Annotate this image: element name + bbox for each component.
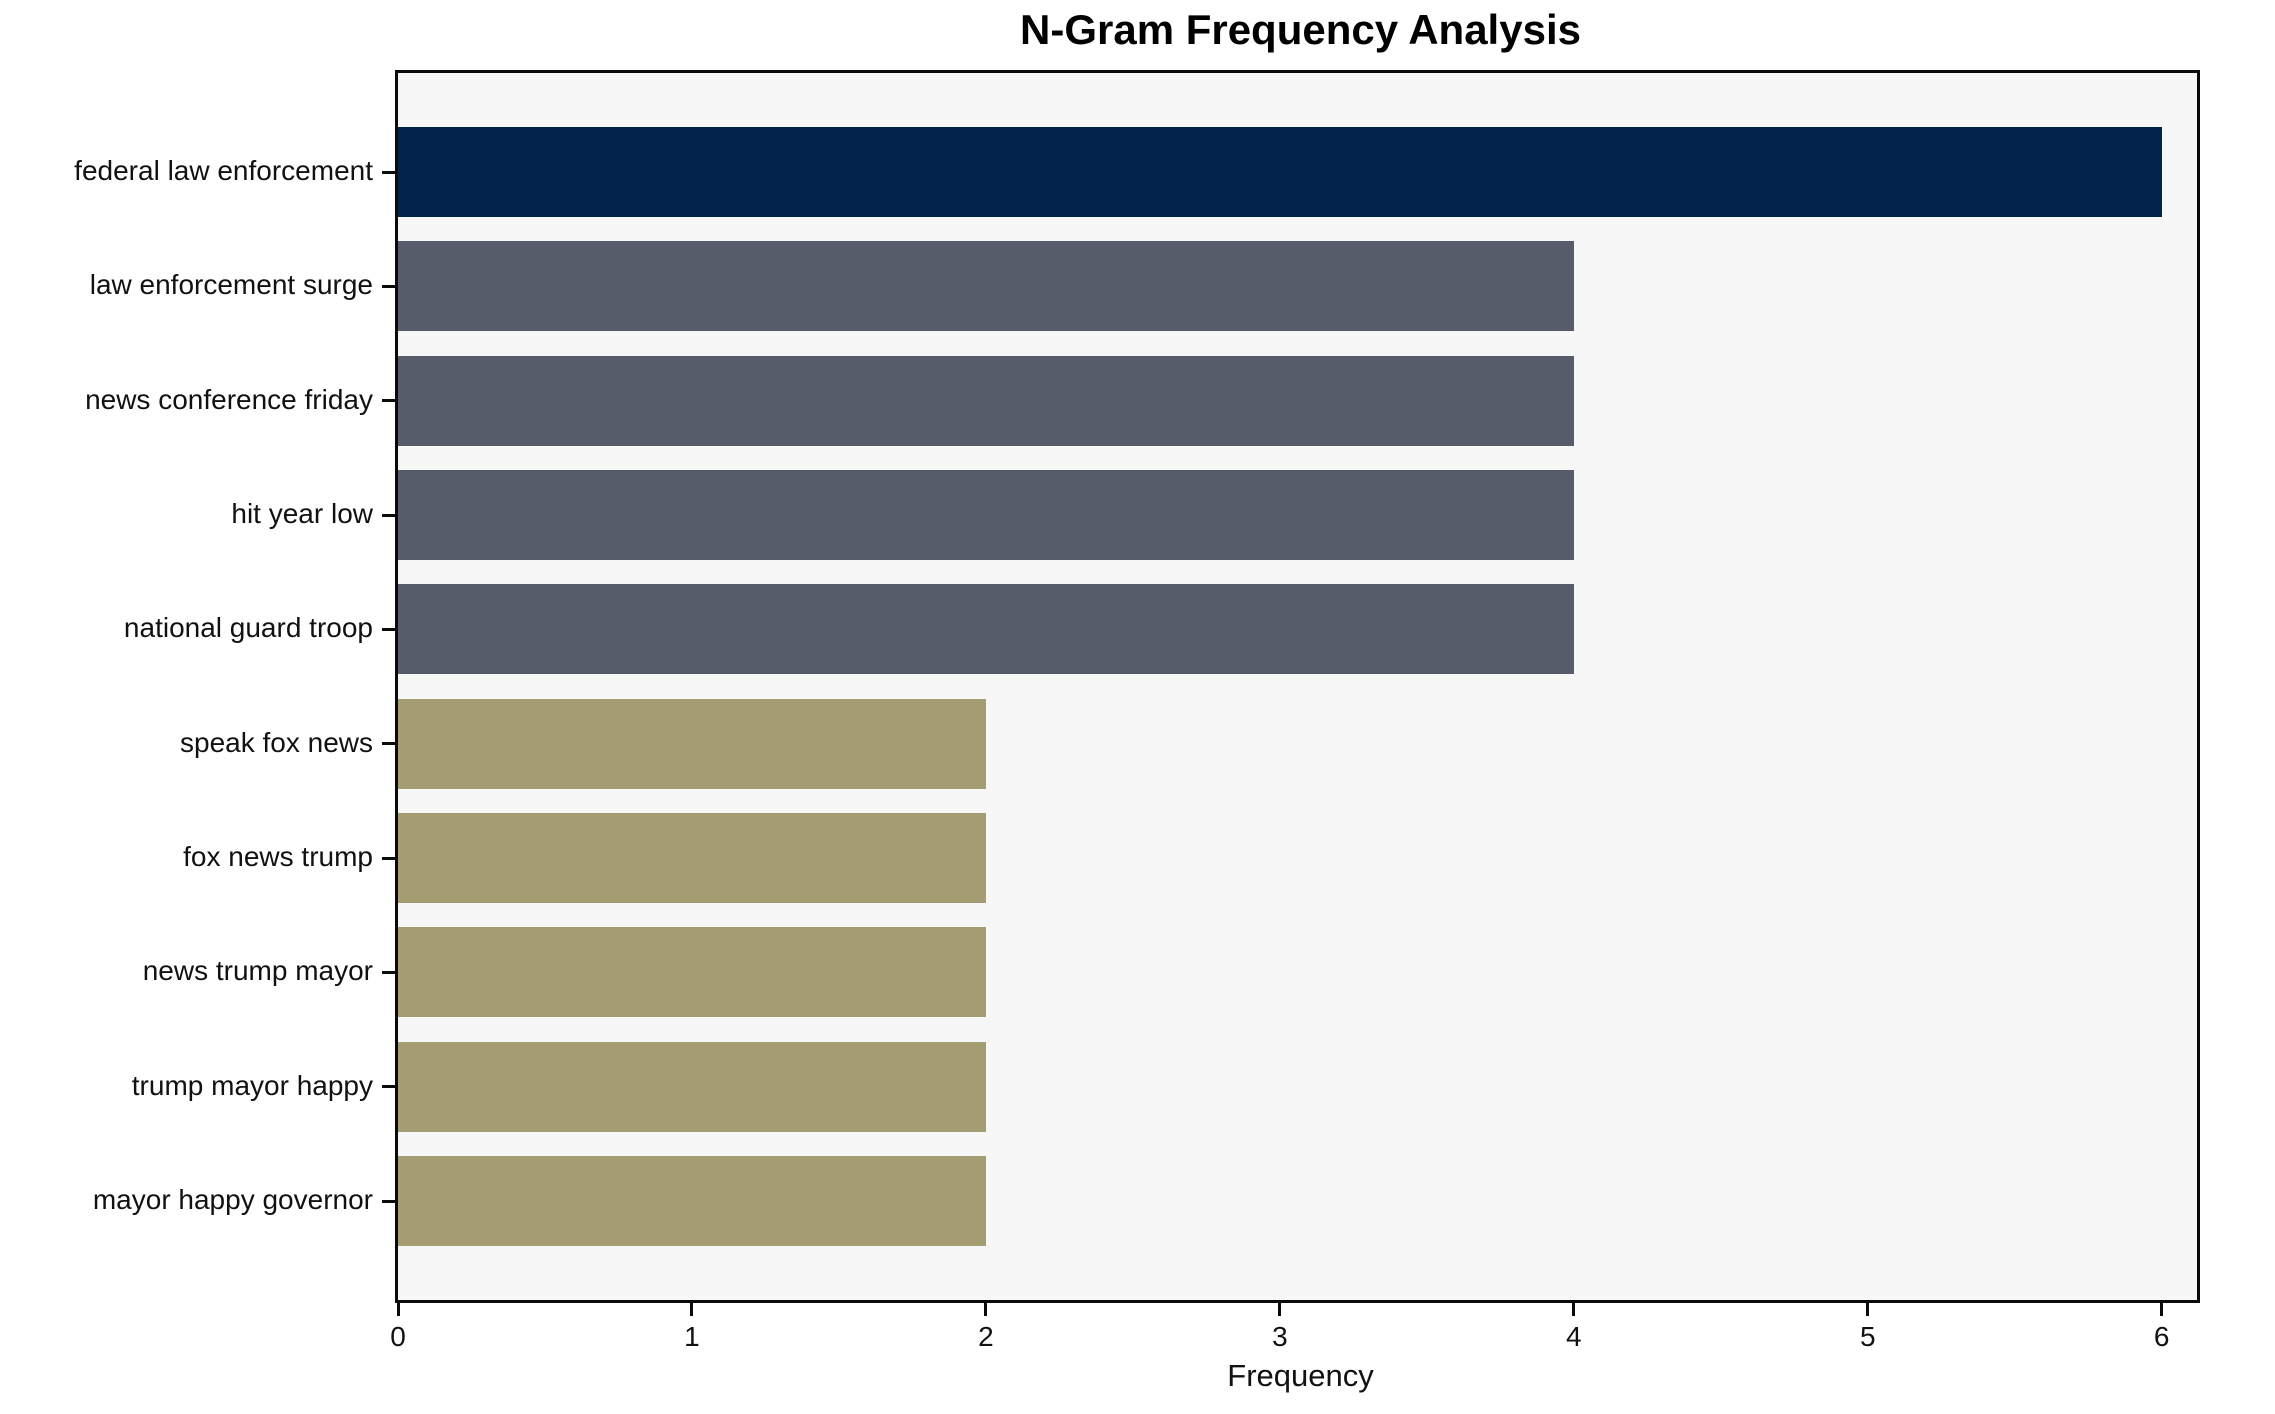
x-tick-mark bbox=[396, 1303, 400, 1316]
y-tick-label: fox news trump bbox=[183, 841, 373, 872]
y-tick-mark bbox=[382, 399, 395, 403]
plot-area bbox=[395, 70, 2200, 1303]
y-tick-mark bbox=[382, 170, 395, 174]
x-tick-label: 5 bbox=[1859, 1321, 1876, 1352]
y-tick-label: news trump mayor bbox=[142, 955, 373, 987]
x-tick-mark bbox=[1572, 1303, 1576, 1316]
x-tick-mark bbox=[690, 1303, 694, 1316]
y-tick-label: federal law enforcement bbox=[74, 155, 373, 186]
y-tick-label: trump mayor happy bbox=[131, 1069, 373, 1101]
y-tick-mark bbox=[382, 284, 395, 288]
y-tick-label: law enforcement surge bbox=[89, 269, 373, 301]
x-tick-mark bbox=[1278, 1303, 1282, 1316]
x-tick-label: 3 bbox=[1272, 1321, 1288, 1352]
y-tick-label: national guard troop bbox=[123, 612, 373, 644]
y-tick-mark bbox=[382, 742, 395, 746]
x-axis-title: Frequency bbox=[1227, 1358, 1374, 1393]
x-tick-mark bbox=[2160, 1303, 2164, 1316]
bar-news-trump-mayor bbox=[398, 927, 986, 1018]
bar-fox-news-trump bbox=[398, 813, 986, 903]
y-tick-mark bbox=[382, 1085, 395, 1089]
y-tick-mark bbox=[382, 513, 395, 517]
bar-national-guard-troop bbox=[398, 584, 1574, 675]
y-tick-mark bbox=[382, 1199, 395, 1203]
y-tick-label: hit year low bbox=[231, 498, 373, 529]
x-tick-mark bbox=[1866, 1303, 1870, 1316]
x-tick-label: 1 bbox=[684, 1321, 700, 1352]
bar-hit-year-low bbox=[398, 470, 1574, 560]
x-tick-label: 4 bbox=[1566, 1321, 1582, 1352]
bar-news-conference-friday bbox=[398, 355, 1574, 446]
bar-federal-law-enforcement bbox=[398, 127, 2162, 217]
y-tick-label: news conference friday bbox=[85, 383, 373, 415]
x-tick-label: 0 bbox=[390, 1321, 406, 1352]
x-tick-mark bbox=[984, 1303, 988, 1316]
x-tick-label: 6 bbox=[2153, 1321, 2170, 1352]
bar-law-enforcement-surge bbox=[398, 241, 1574, 332]
bar-mayor-happy-governor bbox=[398, 1156, 986, 1246]
y-tick-mark bbox=[382, 856, 395, 860]
y-tick-mark bbox=[382, 627, 395, 631]
bar-speak-fox-news bbox=[398, 698, 986, 789]
y-tick-label: speak fox news bbox=[180, 726, 373, 758]
x-tick-label: 2 bbox=[978, 1321, 994, 1352]
chart-title: N-Gram Frequency Analysis bbox=[1020, 6, 1581, 53]
y-tick-mark bbox=[382, 970, 395, 974]
y-tick-label: mayor happy governor bbox=[92, 1184, 373, 1215]
bar-trump-mayor-happy bbox=[398, 1041, 986, 1132]
